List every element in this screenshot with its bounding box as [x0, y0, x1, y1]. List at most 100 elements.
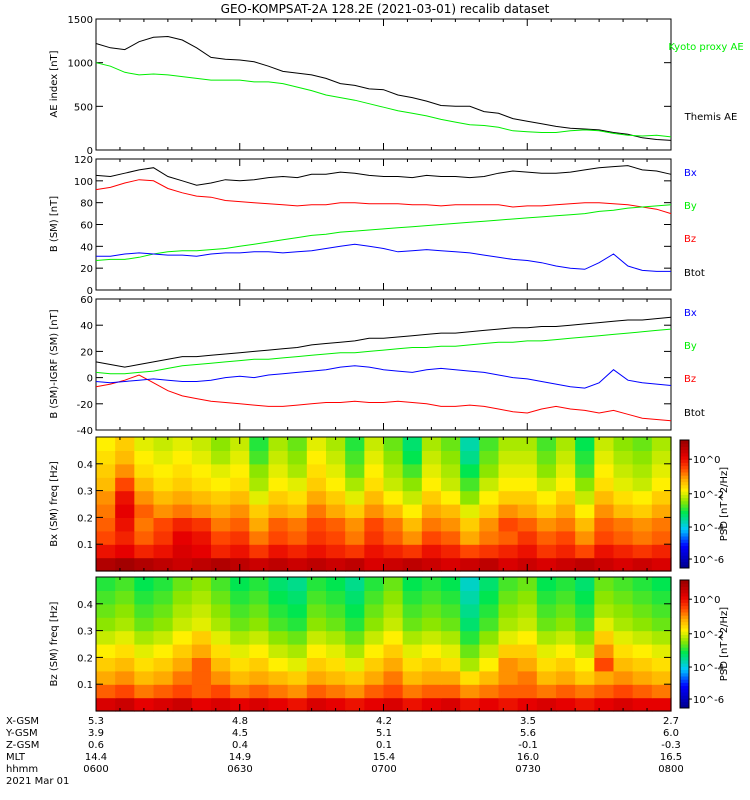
heatmap-cell	[421, 437, 442, 451]
colorbar-swatch	[680, 516, 689, 521]
heatmap-cell	[230, 517, 250, 532]
heatmap-cell	[326, 657, 346, 672]
heatmap-cell	[575, 697, 595, 712]
heatmap-cell	[402, 603, 423, 618]
heatmap-cell	[345, 630, 365, 645]
heatmap-cell	[153, 490, 174, 505]
heatmap-cell	[556, 463, 576, 478]
heatmap-cell	[402, 617, 423, 632]
heatmap-cell	[153, 657, 174, 672]
heatmap-cell	[115, 697, 135, 712]
colorbar-swatch	[680, 634, 689, 639]
heatmap-cell	[536, 530, 557, 545]
heatmap-cell	[460, 644, 480, 658]
colorbar-swatch	[680, 520, 689, 524]
series-line-bz	[95, 204, 672, 261]
y-ticks: 0.1 0.2 0.3 0.4	[77, 600, 671, 691]
heatmap-cell	[134, 490, 155, 505]
heatmap-cell	[96, 517, 116, 532]
heatmap-cell	[383, 517, 404, 532]
heatmap-cell	[460, 630, 480, 645]
colorbar-swatch	[680, 701, 689, 706]
heatmap-cell	[594, 450, 615, 465]
heatmap-cell	[479, 517, 500, 532]
heatmap-cell	[115, 603, 135, 618]
heatmap-cell	[613, 463, 634, 478]
heatmap-cell	[287, 477, 308, 492]
y-tick-label: 0	[87, 146, 93, 157]
heatmap-cell	[421, 684, 442, 699]
colorbar-swatch	[680, 449, 689, 454]
heatmap-cell	[306, 590, 327, 605]
heatmap-cell	[594, 477, 615, 492]
heatmap-cell	[460, 544, 480, 559]
heatmap-cell	[172, 684, 193, 699]
heatmap-cell	[556, 477, 576, 492]
y-gsm-value: 4.5	[232, 728, 248, 739]
heatmap-cell	[632, 477, 653, 492]
heatmap-cell	[536, 544, 557, 559]
heatmap-cell	[249, 557, 270, 572]
heatmap-cell	[651, 657, 672, 672]
heatmap-cell	[268, 490, 289, 505]
heatmap-cell	[383, 657, 404, 672]
colorbar-swatch	[680, 676, 689, 680]
y-axis-label: Bz (SM) freq [Hz]	[49, 601, 60, 686]
heatmap-cell	[441, 670, 461, 685]
row-label-z-gsm: Z-GSM	[6, 740, 40, 751]
heatmap-cell	[383, 630, 404, 645]
colorbar-tick-label: 10^-6	[693, 555, 724, 566]
heatmap-cell	[613, 530, 634, 545]
y-gsm-value: 6.0	[663, 728, 679, 739]
heatmap-cell	[326, 517, 346, 532]
heatmap-cell	[556, 644, 576, 658]
colorbar-tick-label: 10^-2	[693, 630, 724, 641]
heatmap-cell	[268, 670, 289, 685]
heatmap-cell	[651, 557, 672, 572]
colorbar-swatch	[680, 459, 689, 463]
heatmap-cell	[211, 463, 231, 478]
heatmap-cell	[536, 630, 557, 645]
heatmap-cell	[306, 617, 327, 632]
heatmap-cell	[249, 437, 270, 451]
colorbar-tick-label: 10^-2	[693, 490, 724, 501]
heatmap-cell	[134, 450, 155, 465]
heatmap-cell	[249, 657, 270, 672]
heatmap-cell	[96, 504, 116, 518]
heatmap-cell	[613, 670, 634, 685]
heatmap-cell	[191, 577, 212, 591]
heatmap-cell	[575, 670, 595, 685]
y-tick-label: -40	[77, 426, 93, 437]
colorbar-swatch	[680, 462, 689, 467]
date-label: 2021 Mar 01	[6, 776, 70, 787]
heatmap-cell	[517, 670, 538, 685]
heatmap-cell	[536, 644, 557, 658]
heatmap-cell	[651, 437, 672, 451]
ephemeris-column-0600: 5.3 3.9 0.6 14.4 0600	[83, 716, 108, 776]
heatmap-cell	[651, 670, 672, 685]
heatmap-cell	[211, 657, 231, 672]
heatmap-cell	[191, 603, 212, 618]
heatmap-cell	[134, 437, 155, 451]
heatmap-cell	[651, 577, 672, 591]
y-tick-label: 0.4	[77, 460, 93, 471]
heatmap-cell	[287, 617, 308, 632]
x-ticks	[119, 577, 648, 711]
colorbar-swatch	[680, 656, 689, 661]
heatmap-cell	[441, 450, 461, 465]
heatmap-cell	[191, 463, 212, 478]
heatmap-cell	[441, 557, 461, 572]
heatmap-cell	[402, 477, 423, 492]
heatmap-cell	[517, 684, 538, 699]
heatmap-cell	[134, 590, 155, 605]
heatmap-cell	[268, 504, 289, 518]
heatmap-cell	[651, 463, 672, 478]
colorbar-swatch	[680, 679, 689, 683]
colorbar-tick-label: 10^-6	[693, 695, 724, 706]
heatmap-cell	[249, 697, 270, 712]
heatmap-cell	[556, 590, 576, 605]
heatmap-cell	[191, 437, 212, 451]
heatmap-cell	[364, 670, 385, 685]
colorbar-swatch	[680, 494, 689, 499]
colorbar-swatch	[680, 644, 689, 648]
